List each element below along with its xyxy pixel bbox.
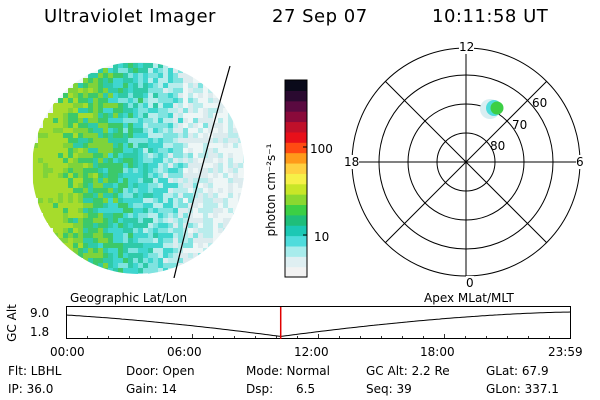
info-glat: GLat: 67.9	[486, 364, 549, 378]
mlt-line-diag-b	[385, 81, 547, 243]
colorbar	[284, 79, 308, 278]
lat-label-60: 60	[532, 96, 548, 110]
colorbar-label-10: 10	[314, 230, 330, 244]
info-filter: Flt: LBHL	[8, 364, 62, 378]
colorbar-segment	[285, 121, 307, 133]
mlt-label-12: 12	[459, 40, 475, 54]
info-seq: Seq: 39	[366, 382, 412, 396]
timeline-xtick-0: 00:00	[50, 345, 85, 359]
colorbar-label-100: 100	[310, 142, 333, 156]
colorbar-segment	[285, 266, 307, 278]
colorbar-segment	[285, 142, 307, 154]
colorbar-segment	[285, 204, 307, 216]
timeline-plot	[66, 306, 571, 339]
colorbar-segment	[285, 162, 307, 174]
colorbar-segment	[285, 152, 307, 164]
colorbar-segment	[285, 183, 307, 195]
info-mode: Mode: Normal	[246, 364, 330, 378]
colorbar-scale	[285, 80, 307, 278]
timeline-frame	[66, 306, 571, 339]
colorbar-unit-label: photon cm⁻²s⁻¹	[264, 143, 278, 237]
time-label: 10:11:58 UT	[432, 6, 549, 27]
left-projection-label: Geographic Lat/Lon	[70, 291, 188, 305]
timeline-ylabel: GC Alt	[5, 304, 19, 342]
colorbar-segment	[285, 90, 307, 102]
instrument-title: Ultraviolet Imager	[44, 6, 216, 27]
info-door: Door: Open	[126, 364, 195, 378]
colorbar-segment	[285, 111, 307, 123]
info-dsp: Dsp: 6.5	[246, 382, 316, 396]
colorbar-segment	[285, 173, 307, 185]
timeline-x-ticks	[66, 334, 571, 339]
timeline-xtick-1: 06:00	[167, 345, 202, 359]
lat-label-70: 70	[512, 118, 528, 132]
polar-dial	[351, 47, 581, 277]
date-label: 27 Sep 07	[272, 6, 368, 27]
gc-altitude-curve	[66, 311, 571, 337]
mlt-label-18: 18	[344, 155, 360, 169]
timeline-xtick-4: 23:59	[548, 345, 583, 359]
timeline-ytick-bottom: 1.8	[30, 325, 50, 339]
colorbar-segment	[285, 256, 307, 268]
terminator-line	[173, 65, 231, 278]
info-gain: Gain: 14	[126, 382, 177, 396]
timeline-ylabel-box: GC Alt	[0, 304, 24, 342]
right-projection-label: Apex MLat/MLT	[424, 291, 514, 305]
info-glon: GLon: 337.1	[486, 382, 559, 396]
colorbar-segment	[285, 235, 307, 247]
geographic-image	[32, 62, 244, 278]
mlt-label-0: 0	[466, 276, 474, 290]
colorbar-segment	[285, 245, 307, 257]
mlt-label-6: 6	[576, 155, 584, 169]
timeline-ytick-top: 9.0	[30, 306, 50, 320]
timeline-xtick-2: 12:00	[294, 345, 329, 359]
info-gc-alt: GC Alt: 2.2 Re	[366, 364, 450, 378]
info-ip: IP: 36.0	[8, 382, 54, 396]
timeline-xtick-3: 18:00	[420, 345, 455, 359]
colorbar-segment	[285, 194, 307, 206]
auroral-emission-pixels	[33, 63, 244, 274]
colorbar-segment	[285, 214, 307, 226]
colorbar-segment	[285, 225, 307, 237]
colorbar-segment	[285, 100, 307, 112]
colorbar-segment	[285, 131, 307, 143]
lat-label-80: 80	[490, 139, 506, 153]
auroral-spot	[480, 99, 504, 119]
colorbar-segment	[285, 80, 307, 91]
